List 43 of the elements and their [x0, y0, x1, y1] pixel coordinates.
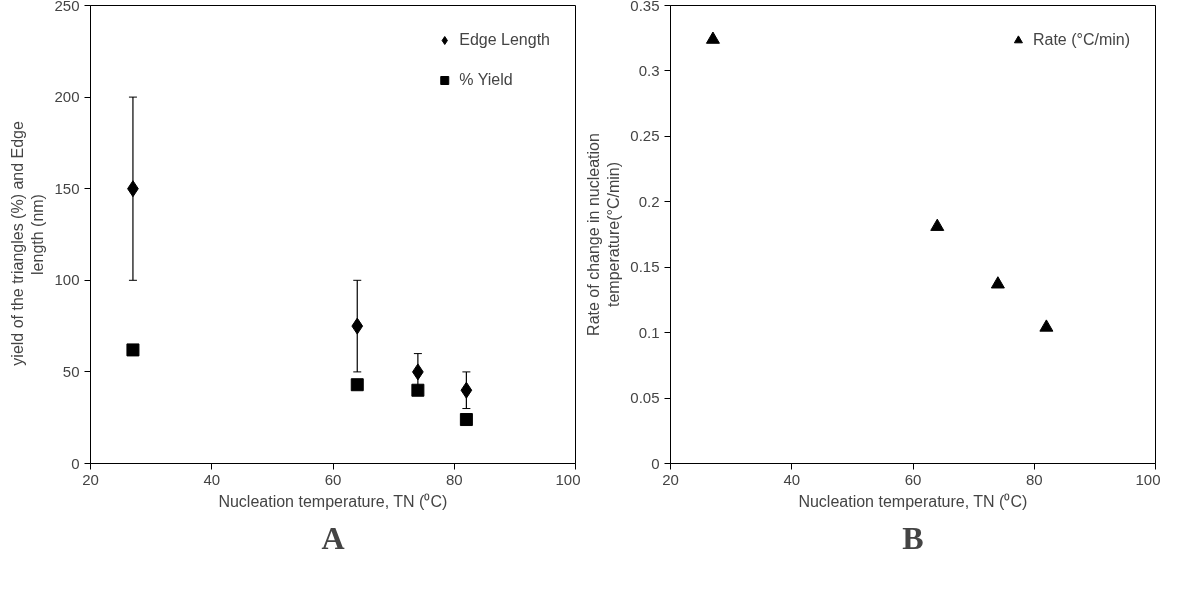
point [705, 31, 720, 44]
y-tick-label: 100 [54, 271, 80, 289]
y-tick-label: 0.35 [630, 0, 660, 14]
y-tick-label: 0 [651, 454, 660, 472]
y-tick-label: 250 [54, 0, 80, 14]
y-tick-label: 0.2 [638, 192, 660, 210]
y-tick-label: 0.3 [638, 61, 660, 79]
x-tick-label: 100 [1135, 470, 1161, 488]
point [460, 381, 473, 399]
point [990, 276, 1005, 289]
point [1039, 319, 1054, 332]
x-axis-title: Nucleation temperature, TN (⁰C) [798, 492, 1028, 510]
y-tick-label: 50 [62, 362, 80, 380]
y-axis-title: Rate of change in nucleation temperature(°C/min) [584, 133, 623, 336]
point [930, 218, 945, 231]
x-tick-label: 60 [904, 470, 922, 488]
point [351, 317, 364, 335]
point [126, 343, 140, 357]
x-tick-label: 20 [82, 470, 99, 488]
x-tick-label: 80 [1025, 470, 1043, 488]
x-tick-label: 20 [662, 470, 679, 488]
x-axis-title: Nucleation temperature, TN (⁰C) [218, 492, 448, 510]
x-tick-label: 40 [783, 470, 801, 488]
text: B [902, 519, 924, 556]
point [350, 378, 364, 392]
legend-label: Rate (°C/min) [1032, 31, 1130, 49]
y-tick-label: 0.05 [630, 389, 660, 407]
y-tick-label: 200 [54, 88, 80, 106]
x-tick-label: 40 [203, 470, 221, 488]
y-tick-label: 0 [71, 454, 80, 472]
x-tick-label: 100 [555, 470, 581, 488]
y-tick-label: 0.1 [638, 323, 660, 341]
x-tick-label: 60 [324, 470, 342, 488]
text: A [321, 519, 345, 556]
x-tick-label: 80 [445, 470, 463, 488]
y-tick-label: 0.15 [630, 258, 660, 276]
y-axis-title: yield of the triangles (%) and Edge length (nm) [9, 121, 47, 366]
y-tick-label: 150 [54, 179, 80, 197]
point [411, 383, 425, 397]
legend-label: % Yield [459, 71, 513, 89]
point [459, 413, 473, 427]
legend-label: Edge Length [459, 31, 550, 49]
y-tick-label: 0.25 [630, 127, 660, 145]
